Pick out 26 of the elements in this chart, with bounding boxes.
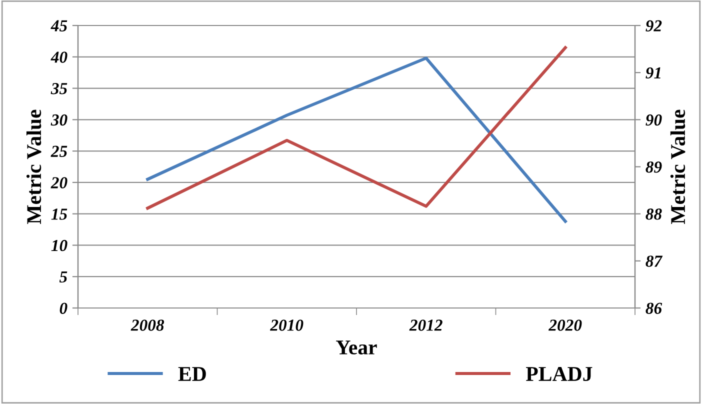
y-tick-label: 10 bbox=[51, 240, 68, 252]
y-axis-title: Metric Value bbox=[26, 110, 42, 224]
x-tick-label: 2012 bbox=[409, 320, 442, 331]
y2-tick-label: 90 bbox=[646, 114, 662, 126]
y-tick-label: 25 bbox=[50, 146, 68, 157]
x-tick-label: 2008 bbox=[130, 320, 164, 331]
x-axis-title: Year bbox=[336, 340, 377, 354]
y-tick-label: 35 bbox=[50, 83, 68, 94]
y2-tick-label: 91 bbox=[646, 67, 660, 79]
x-tick-label: 2020 bbox=[548, 320, 582, 331]
y2-tick-label: 92 bbox=[646, 20, 662, 32]
y2-tick-label: 89 bbox=[646, 161, 662, 173]
legend-label: PLADJ bbox=[526, 367, 592, 382]
y-tick-label: 0 bbox=[60, 302, 68, 314]
y-tick-label: 30 bbox=[50, 114, 68, 126]
y2-axis-title: Metric Value bbox=[670, 110, 686, 224]
y-tick-label: 20 bbox=[50, 177, 68, 188]
x-tick-label: 2010 bbox=[270, 320, 304, 331]
y-tick-label: 15 bbox=[51, 208, 68, 220]
y-tick-label: 45 bbox=[50, 20, 68, 32]
y-tick-label: 40 bbox=[50, 52, 68, 63]
legend-label: ED bbox=[178, 367, 206, 381]
y2-tick-label: 87 bbox=[646, 256, 663, 267]
y2-tick-label: 86 bbox=[646, 302, 662, 314]
y2-tick-label: 88 bbox=[646, 208, 662, 220]
y-tick-label: 5 bbox=[59, 271, 68, 283]
